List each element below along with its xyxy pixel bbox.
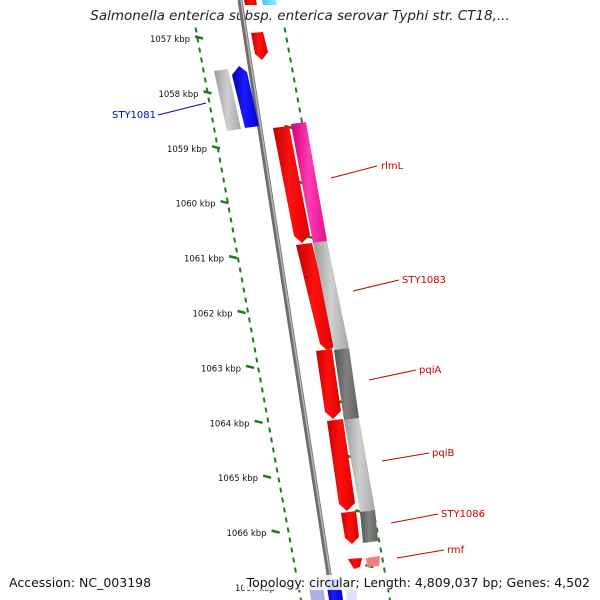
- ruler-tick: [245, 364, 255, 370]
- gene-leader-line: [330, 165, 378, 179]
- outer-guide-dots: [194, 27, 303, 600]
- gene-label-sty1081[interactable]: STY1081: [112, 110, 156, 121]
- gene-label-rmf[interactable]: rmf: [447, 545, 465, 556]
- genome-summary: Topology: circular; Length: 4,809,037 bp…: [242, 575, 590, 590]
- ruler-tick: [203, 90, 212, 95]
- gene-leader-line: [352, 279, 400, 292]
- ruler-tick: [211, 145, 221, 150]
- ruler-tick: [262, 474, 272, 479]
- gene-STY1081-feature[interactable]: [214, 66, 259, 131]
- cog-track: [291, 122, 380, 567]
- gene-leader-line: [381, 452, 430, 462]
- ruler-tick-label: 1062 kbp: [192, 310, 232, 320]
- ruler-ticks: 1057 kbp 1058 kbp 1059 kbp 1060 kbp 1061 kbp…: [150, 35, 374, 594]
- gene-label-pqib[interactable]: pqiB: [432, 448, 454, 459]
- ruler-tick: [228, 254, 238, 260]
- ruler-tick-label: 1060 kbp: [175, 200, 215, 210]
- ruler-tick-label: 1064 kbp: [210, 419, 250, 429]
- ruler-tick: [194, 35, 204, 40]
- gene-leader-line: [368, 369, 417, 381]
- ruler-tick: [271, 529, 280, 534]
- ruler-tick: [220, 199, 229, 205]
- gene-leader-line: [390, 513, 439, 524]
- ruler-tick-label: 1063 kbp: [201, 364, 241, 374]
- gene-label-sty1086[interactable]: STY1086: [441, 509, 485, 520]
- ruler-tick-label: 1066 kbp: [227, 529, 267, 539]
- gene-labels: STY1081 rlmL STY1083 pqiA pqiB STY1086 rmf: [112, 102, 485, 559]
- gene-label-pqia[interactable]: pqiA: [419, 365, 441, 376]
- ruler-tick-label: 1058 kbp: [158, 90, 198, 100]
- ruler-tick-label: 1057 kbp: [150, 35, 190, 45]
- backbone: [237, 0, 336, 600]
- ruler-tick-label: 1059 kbp: [167, 145, 207, 155]
- ruler-tick-label: 1061 kbp: [184, 255, 224, 265]
- ruler-tick-label: 1065 kbp: [218, 474, 258, 484]
- ruler-tick: [237, 309, 246, 315]
- gene-leader-line: [396, 549, 445, 559]
- gene-label-rlml[interactable]: rlmL: [381, 161, 404, 172]
- gene-leader-line: [157, 102, 207, 116]
- ruler-tick: [254, 419, 263, 425]
- map-title: Salmonella enterica subsp. enterica sero…: [90, 8, 510, 24]
- accession-label: Accession: NC_003198: [9, 575, 152, 590]
- forward-cds-track[interactable]: [273, 126, 362, 569]
- gene-label-sty1083[interactable]: STY1083: [402, 275, 446, 286]
- top-feature-stubs: [244, 0, 277, 60]
